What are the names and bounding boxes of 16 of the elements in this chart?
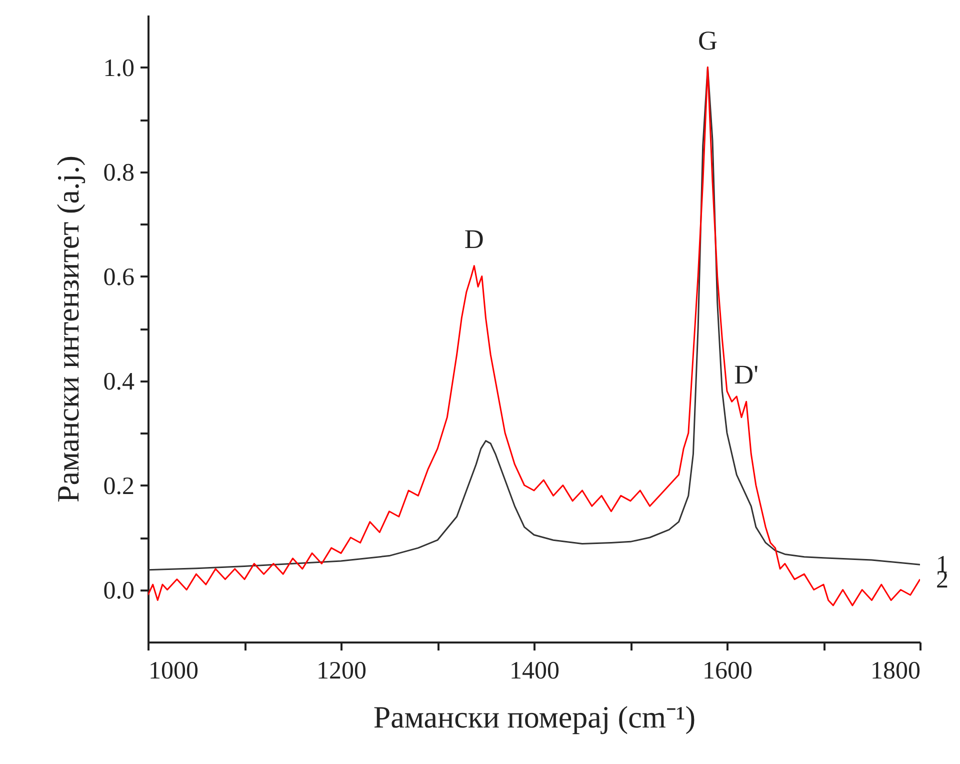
y-tick-label: 0.0 <box>103 577 134 604</box>
x-tick-label: 1200 <box>316 658 366 684</box>
annotation: D' <box>734 360 758 390</box>
y-tick-label: 1.0 <box>103 54 134 82</box>
y-tick-label: 0.6 <box>103 264 134 291</box>
x-tick-label: 1000 <box>148 658 198 684</box>
y-tick-label: 0.2 <box>103 472 134 500</box>
y-tick-label: 0.8 <box>103 159 134 186</box>
y-axis-title: Рамански интензитет (a.j.) <box>50 156 86 502</box>
x-axis-title: Рамански померај (cm⁻¹) <box>373 700 696 734</box>
y-tick-label: 0.4 <box>103 368 135 396</box>
x-tick-label: 1800 <box>870 658 920 684</box>
annotation: G <box>698 25 718 56</box>
x-tick-label: 1600 <box>702 658 752 684</box>
annotation: D <box>464 224 484 254</box>
x-tick-label: 1400 <box>510 658 560 684</box>
